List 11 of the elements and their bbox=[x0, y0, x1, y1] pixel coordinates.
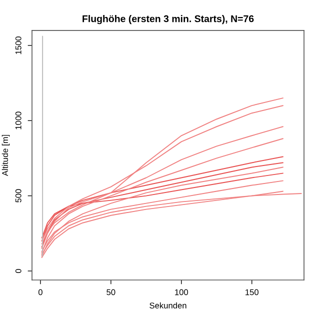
x-tick-label: 0 bbox=[38, 289, 42, 296]
x-tick-label: 50 bbox=[106, 289, 116, 296]
y-tick-label: 1500 bbox=[15, 36, 22, 54]
y-tick-label: 0 bbox=[15, 268, 22, 273]
y-axis-title: Altitude [m] bbox=[2, 134, 10, 176]
x-tick-label: 100 bbox=[175, 289, 188, 296]
y-tick-label: 500 bbox=[15, 189, 22, 202]
y-tick-label: 1000 bbox=[15, 112, 22, 130]
x-axis-title: Sekunden bbox=[150, 302, 186, 308]
chart-title: Flughöhe (ersten 3 min. Starts), N=76 bbox=[82, 15, 254, 24]
x-tick-label: 150 bbox=[246, 289, 258, 296]
